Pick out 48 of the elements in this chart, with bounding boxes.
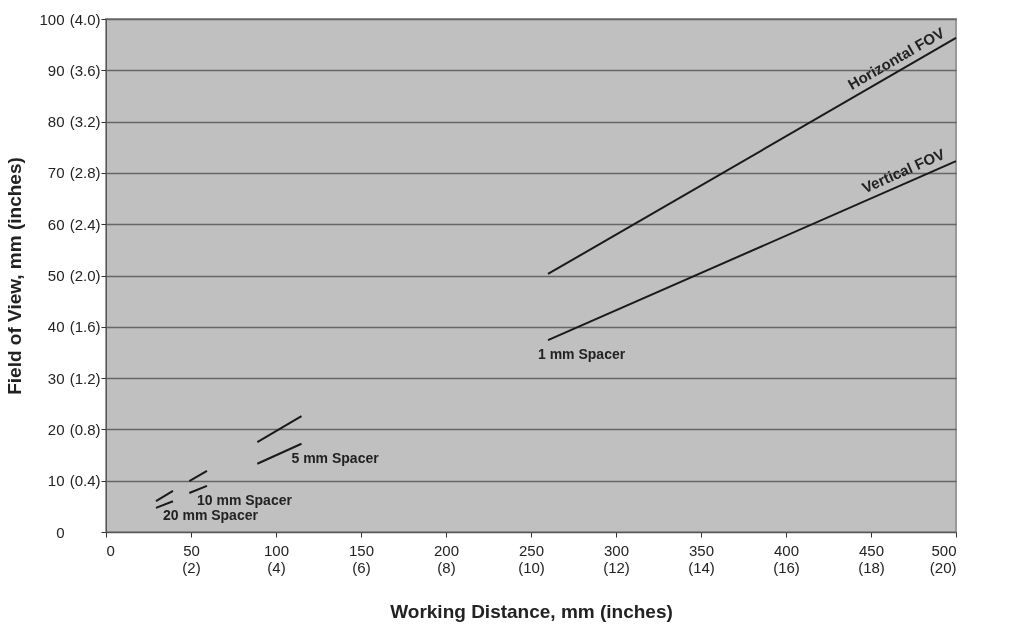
y2-tick-label: (2.8) (69, 164, 101, 182)
y-tick-label: 0 (56, 523, 65, 541)
y-tick-label: 20 (47, 420, 65, 438)
y2-tick-label: (1.2) (69, 369, 101, 387)
x-tick-label: 300 (603, 541, 630, 559)
x2-tick-label: (6) (352, 558, 371, 576)
x-tick-label: 200 (433, 541, 460, 559)
y2-tick-label: (1.6) (69, 318, 101, 336)
x-tick-label: 150 (348, 541, 375, 559)
annotation: 5 mm Spacer (291, 449, 380, 466)
y-tick-label: 40 (47, 318, 65, 336)
x-tick-label: 50 (183, 541, 200, 559)
x2-tick-label: (8) (437, 558, 456, 576)
x-tick-label: 100 (263, 541, 290, 559)
x2-tick-label: (2) (182, 558, 201, 576)
x-axis-title: Working Distance, mm (inches) (390, 600, 673, 622)
y-tick-label: 30 (47, 369, 65, 387)
x-tick-label: 350 (688, 541, 715, 559)
y-tick-label: 70 (47, 164, 65, 182)
y-tick-label: 80 (47, 113, 65, 131)
annotation: 10 mm Spacer (196, 491, 293, 508)
x-tick-label: 400 (773, 541, 800, 559)
y-tick-label: 90 (47, 61, 65, 79)
y2-tick-label: (3.2) (69, 113, 101, 131)
x2-tick-label: (16) (773, 558, 800, 576)
x-tick-label: 450 (858, 541, 885, 559)
y2-tick-label: (3.6) (69, 61, 101, 79)
x-tick-label: 0 (106, 541, 115, 559)
y2-tick-label: (0.8) (69, 420, 101, 438)
y-tick-label: 10 (47, 472, 65, 490)
x2-tick-label: (20) (929, 558, 957, 576)
annotation: 20 mm Spacer (162, 507, 259, 524)
y2-tick-label: (2.0) (69, 267, 101, 284)
x-tick-label: 250 (518, 541, 545, 559)
x2-tick-label: (4) (267, 558, 286, 576)
y2-tick-label: (2.4) (69, 215, 101, 233)
y2-tick-label: (0.4) (69, 472, 101, 490)
y-tick-label: 60 (47, 215, 65, 233)
x2-tick-label: (18) (858, 558, 885, 576)
y-tick-label: 100 (39, 10, 65, 28)
x2-tick-label: (14) (688, 558, 715, 576)
x2-tick-label: (10) (518, 558, 545, 576)
annotation: 1 mm Spacer (538, 346, 626, 363)
y-tick-label: 50 (47, 267, 65, 284)
y2-tick-label: (4.0) (69, 10, 101, 28)
x-tick-label: 500 (931, 541, 957, 559)
x2-tick-label: (12) (603, 558, 630, 576)
y-axis-title: Field of View, mm (inches) (4, 157, 26, 395)
